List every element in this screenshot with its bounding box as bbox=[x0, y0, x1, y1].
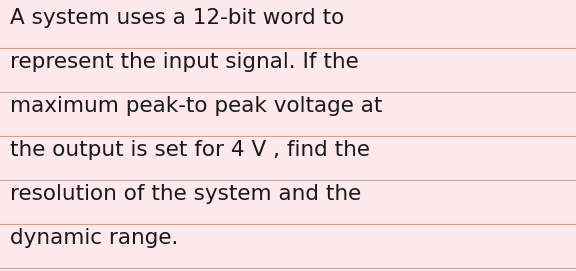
Text: resolution of the system and the: resolution of the system and the bbox=[10, 184, 361, 204]
Text: represent the input signal. If the: represent the input signal. If the bbox=[10, 52, 359, 72]
Text: maximum peak-to peak voltage at: maximum peak-to peak voltage at bbox=[10, 96, 382, 116]
Text: dynamic range.: dynamic range. bbox=[10, 228, 179, 248]
Text: A system uses a 12-bit word to: A system uses a 12-bit word to bbox=[10, 8, 344, 28]
Text: the output is set for 4 V , find the: the output is set for 4 V , find the bbox=[10, 140, 370, 160]
